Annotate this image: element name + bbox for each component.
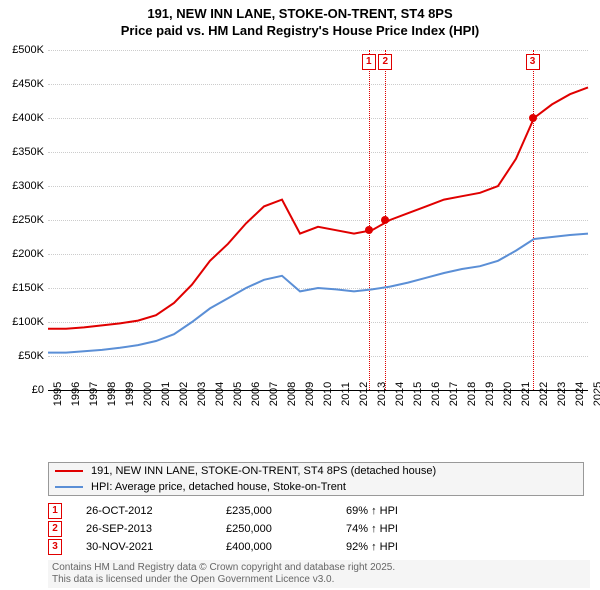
chart-lines: [48, 50, 588, 390]
chart-title: 191, NEW INN LANE, STOKE-ON-TRENT, ST4 8…: [0, 0, 600, 40]
legend-swatch: [55, 470, 83, 472]
chart-area: £0£50K£100K£150K£200K£250K£300K£350K£400…: [48, 50, 588, 420]
y-tick-label: £100K: [12, 316, 44, 328]
legend-label: 191, NEW INN LANE, STOKE-ON-TRENT, ST4 8…: [91, 465, 436, 477]
transaction-dot: [529, 114, 537, 122]
transaction-row: 1 26-OCT-2012 £235,000 69% ↑ HPI: [48, 502, 466, 520]
y-tick-label: £500K: [12, 44, 44, 56]
transaction-date: 26-SEP-2013: [86, 523, 226, 535]
transaction-row: 2 26-SEP-2013 £250,000 74% ↑ HPI: [48, 520, 466, 538]
transaction-marker-box: 2: [378, 54, 392, 70]
footer-attribution: Contains HM Land Registry data © Crown c…: [48, 560, 590, 588]
transaction-hpi: 92% ↑ HPI: [346, 541, 466, 553]
series-line: [48, 87, 588, 328]
transactions-table: 1 26-OCT-2012 £235,000 69% ↑ HPI 2 26-SE…: [48, 502, 466, 556]
transaction-dot: [365, 226, 373, 234]
y-tick-label: £300K: [12, 180, 44, 192]
legend: 191, NEW INN LANE, STOKE-ON-TRENT, ST4 8…: [48, 462, 584, 496]
y-tick-label: £400K: [12, 112, 44, 124]
y-tick-label: £150K: [12, 282, 44, 294]
y-tick-label: £250K: [12, 214, 44, 226]
y-tick-label: £350K: [12, 146, 44, 158]
title-line1: 191, NEW INN LANE, STOKE-ON-TRENT, ST4 8…: [0, 6, 600, 23]
legend-item: 191, NEW INN LANE, STOKE-ON-TRENT, ST4 8…: [49, 463, 583, 479]
chart-container: 191, NEW INN LANE, STOKE-ON-TRENT, ST4 8…: [0, 0, 600, 590]
transaction-date: 30-NOV-2021: [86, 541, 226, 553]
transaction-price: £400,000: [226, 541, 346, 553]
legend-swatch: [55, 486, 83, 488]
y-tick-label: £200K: [12, 248, 44, 260]
transaction-price: £250,000: [226, 523, 346, 535]
y-tick-label: £0: [32, 384, 44, 396]
footer-line1: Contains HM Land Registry data © Crown c…: [52, 562, 586, 574]
y-tick-label: £50K: [18, 350, 44, 362]
footer-line2: This data is licensed under the Open Gov…: [52, 574, 586, 586]
transaction-dot: [381, 216, 389, 224]
title-line2: Price paid vs. HM Land Registry's House …: [0, 23, 600, 40]
series-line: [48, 234, 588, 353]
transaction-hpi: 69% ↑ HPI: [346, 505, 466, 517]
legend-label: HPI: Average price, detached house, Stok…: [91, 481, 346, 493]
transaction-index-box: 3: [48, 539, 62, 555]
transaction-marker-box: 1: [362, 54, 376, 70]
transaction-index-box: 1: [48, 503, 62, 519]
transaction-price: £235,000: [226, 505, 346, 517]
transaction-marker-box: 3: [526, 54, 540, 70]
legend-item: HPI: Average price, detached house, Stok…: [49, 479, 583, 495]
transaction-date: 26-OCT-2012: [86, 505, 226, 517]
transaction-row: 3 30-NOV-2021 £400,000 92% ↑ HPI: [48, 538, 466, 556]
y-tick-label: £450K: [12, 78, 44, 90]
x-tick-label: 2025: [592, 382, 600, 406]
transaction-hpi: 74% ↑ HPI: [346, 523, 466, 535]
transaction-index-box: 2: [48, 521, 62, 537]
